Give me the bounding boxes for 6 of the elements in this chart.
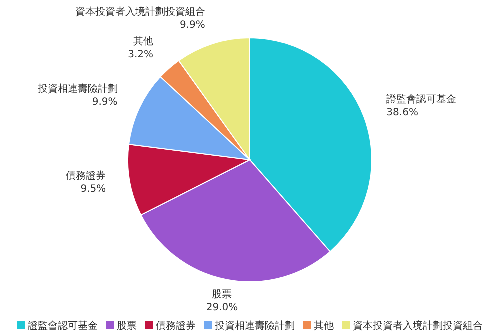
legend-label: 債務證券 [156,320,196,332]
legend-label: 其他 [314,320,334,332]
legend-label: 證監會認可基金 [28,320,98,332]
legend-label: 股票 [117,321,137,332]
legend-label: 資本投資者入境計劃投資組合 [353,320,483,332]
legend-label: 投資相連壽險計劃 [214,320,295,332]
